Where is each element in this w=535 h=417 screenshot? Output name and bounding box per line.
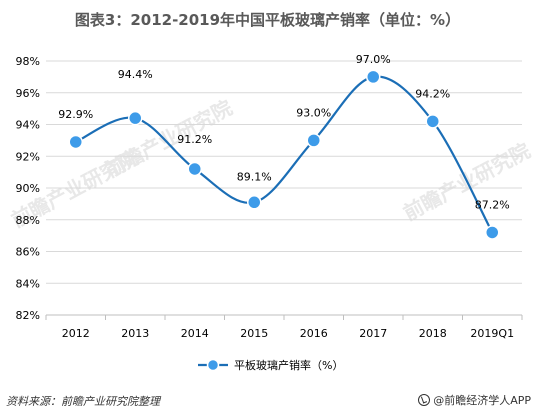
- data-point: [366, 69, 381, 85]
- y-tick-label: 90%: [16, 182, 40, 195]
- x-tick-label: 2012: [62, 327, 90, 340]
- x-tick-label: 2019Q1: [470, 327, 514, 340]
- legend-label: 平板玻璃产销率（%）: [234, 358, 343, 372]
- data-point: [425, 114, 440, 129]
- data-label: 89.1%: [237, 170, 272, 183]
- chart-title: 图表3：2012-2019年中国平板玻璃产销率（单位：%）: [74, 11, 461, 29]
- x-tick-label: 2017: [359, 327, 387, 340]
- data-label: 94.2%: [415, 87, 450, 100]
- y-tick-label: 96%: [16, 87, 40, 100]
- x-tick-label: 2016: [300, 327, 328, 340]
- data-label: 97.0%: [356, 53, 391, 66]
- x-tick-label: 2015: [240, 327, 268, 340]
- x-tick-label: 2018: [419, 327, 447, 340]
- y-tick-label: 84%: [16, 277, 40, 290]
- data-label: 87.2%: [475, 198, 510, 211]
- data-point: [306, 133, 321, 148]
- y-tick-label: 92%: [16, 150, 40, 163]
- data-point: [187, 161, 202, 177]
- x-tick-label: 2013: [121, 327, 149, 340]
- y-tick-label: 94%: [16, 119, 40, 132]
- data-label: 93.0%: [296, 106, 331, 119]
- data-point: [485, 225, 500, 240]
- brand-credit: @前瞻经济学人APP: [418, 392, 531, 408]
- brand-logo-icon: [418, 394, 431, 406]
- y-tick-label: 86%: [16, 246, 40, 259]
- legend-marker: [206, 358, 220, 372]
- data-label: 92.9%: [58, 108, 93, 121]
- brand-text: @前瞻经济学人APP: [433, 394, 531, 407]
- data-point: [128, 110, 143, 126]
- y-tick-label: 88%: [16, 214, 40, 227]
- y-tick-label: 98%: [16, 55, 40, 68]
- data-label: 91.2%: [177, 133, 212, 146]
- y-tick-label: 82%: [16, 309, 40, 322]
- data-point: [68, 134, 83, 150]
- data-label: 94.4%: [118, 68, 153, 81]
- data-point: [247, 195, 262, 210]
- x-tick-label: 2014: [181, 327, 209, 340]
- source-note: 资料来源：前瞻产业研究院整理: [6, 395, 160, 408]
